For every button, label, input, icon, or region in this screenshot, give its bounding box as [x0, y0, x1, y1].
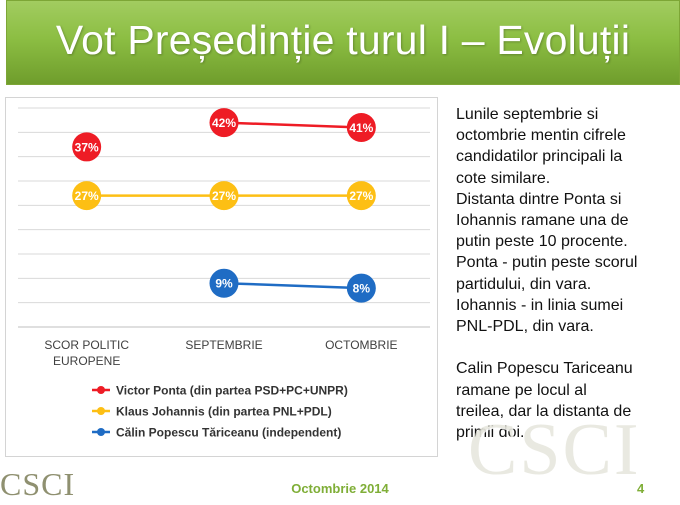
data-label: 41%	[349, 121, 373, 135]
commentary-line: Ponta - putin peste scorul	[456, 254, 638, 272]
commentary-line: Distanta dintre Ponta si	[456, 190, 622, 208]
page-number: 4	[637, 481, 645, 496]
commentary-line: cote similare.	[456, 169, 551, 187]
commentary-text: Lunile septembrie si octombrie mentin ci…	[456, 104, 671, 443]
legend-label: Călin Popescu Tăriceanu (independent)	[116, 426, 341, 440]
title-banner: Vot Președinție turul I – Evoluții	[6, 0, 680, 85]
data-point	[72, 132, 102, 162]
commentary-line: octombrie mentin cifrele	[456, 127, 626, 145]
commentary-paragraph-1: Lunile septembrie si octombrie mentin ci…	[456, 104, 671, 337]
data-point	[209, 181, 239, 211]
series-line	[223, 121, 362, 129]
data-point	[209, 108, 239, 138]
data-label: 42%	[212, 116, 236, 130]
data-point	[346, 112, 376, 142]
commentary-paragraph-2: Calin Popescu Tariceanu ramane pe locul …	[456, 358, 671, 443]
data-label: 37%	[75, 140, 99, 154]
commentary-line: candidatilor principali la	[456, 148, 623, 166]
commentary-line: partidului, din vara.	[456, 275, 592, 293]
x-tick-label: OCTOMBRIE	[325, 338, 397, 352]
commentary-line: Iohannis ramane una de	[456, 212, 629, 230]
x-tick-label: EUROPENE	[53, 354, 120, 368]
slide-title: Vot Președinție turul I – Evoluții	[55, 17, 631, 63]
legend-marker	[97, 386, 105, 394]
csci-logo: CSCI	[0, 466, 76, 502]
line-chart: SCOR POLITIC EUROPENE SEPTEMBRIE OCTOMBRIE 3…	[18, 107, 430, 440]
x-tick-label: SCOR POLITIC	[44, 338, 129, 352]
data-label: 27%	[212, 189, 236, 203]
commentary-line: Iohannis - in linia sumei	[456, 296, 624, 314]
data-point	[209, 268, 239, 298]
paragraph-gap	[456, 337, 671, 358]
x-tick-label: SEPTEMBRIE	[185, 338, 262, 352]
commentary-line: primii doi.	[456, 424, 525, 442]
chart-panel: SCOR POLITIC EUROPENE SEPTEMBRIE OCTOMBRIE 3…	[5, 97, 438, 457]
data-point	[346, 181, 376, 211]
commentary-line: ramane pe locul al	[456, 381, 587, 399]
data-label: 8%	[353, 282, 371, 296]
commentary-line: putin peste 10 procente.	[456, 233, 628, 251]
footer-date: Octombrie 2014	[291, 481, 389, 496]
legend-label: Victor Ponta (din partea PSD+PC+UNPR)	[116, 384, 348, 398]
series-line	[223, 281, 362, 290]
legend-label: Klaus Johannis (din partea PNL+PDL)	[116, 405, 332, 419]
data-point	[72, 181, 102, 211]
commentary-line: Calin Popescu Tariceanu	[456, 360, 633, 378]
legend-marker	[97, 428, 105, 436]
data-label: 9%	[215, 277, 233, 291]
data-label: 27%	[75, 189, 99, 203]
legend-marker	[97, 407, 105, 415]
data-label: 27%	[349, 189, 373, 203]
commentary-line: treilea, dar la distanta de	[456, 402, 632, 420]
commentary-line: Lunile septembrie si	[456, 106, 599, 123]
data-point	[346, 273, 376, 303]
commentary-line: PNL-PDL, din vara.	[456, 318, 594, 336]
